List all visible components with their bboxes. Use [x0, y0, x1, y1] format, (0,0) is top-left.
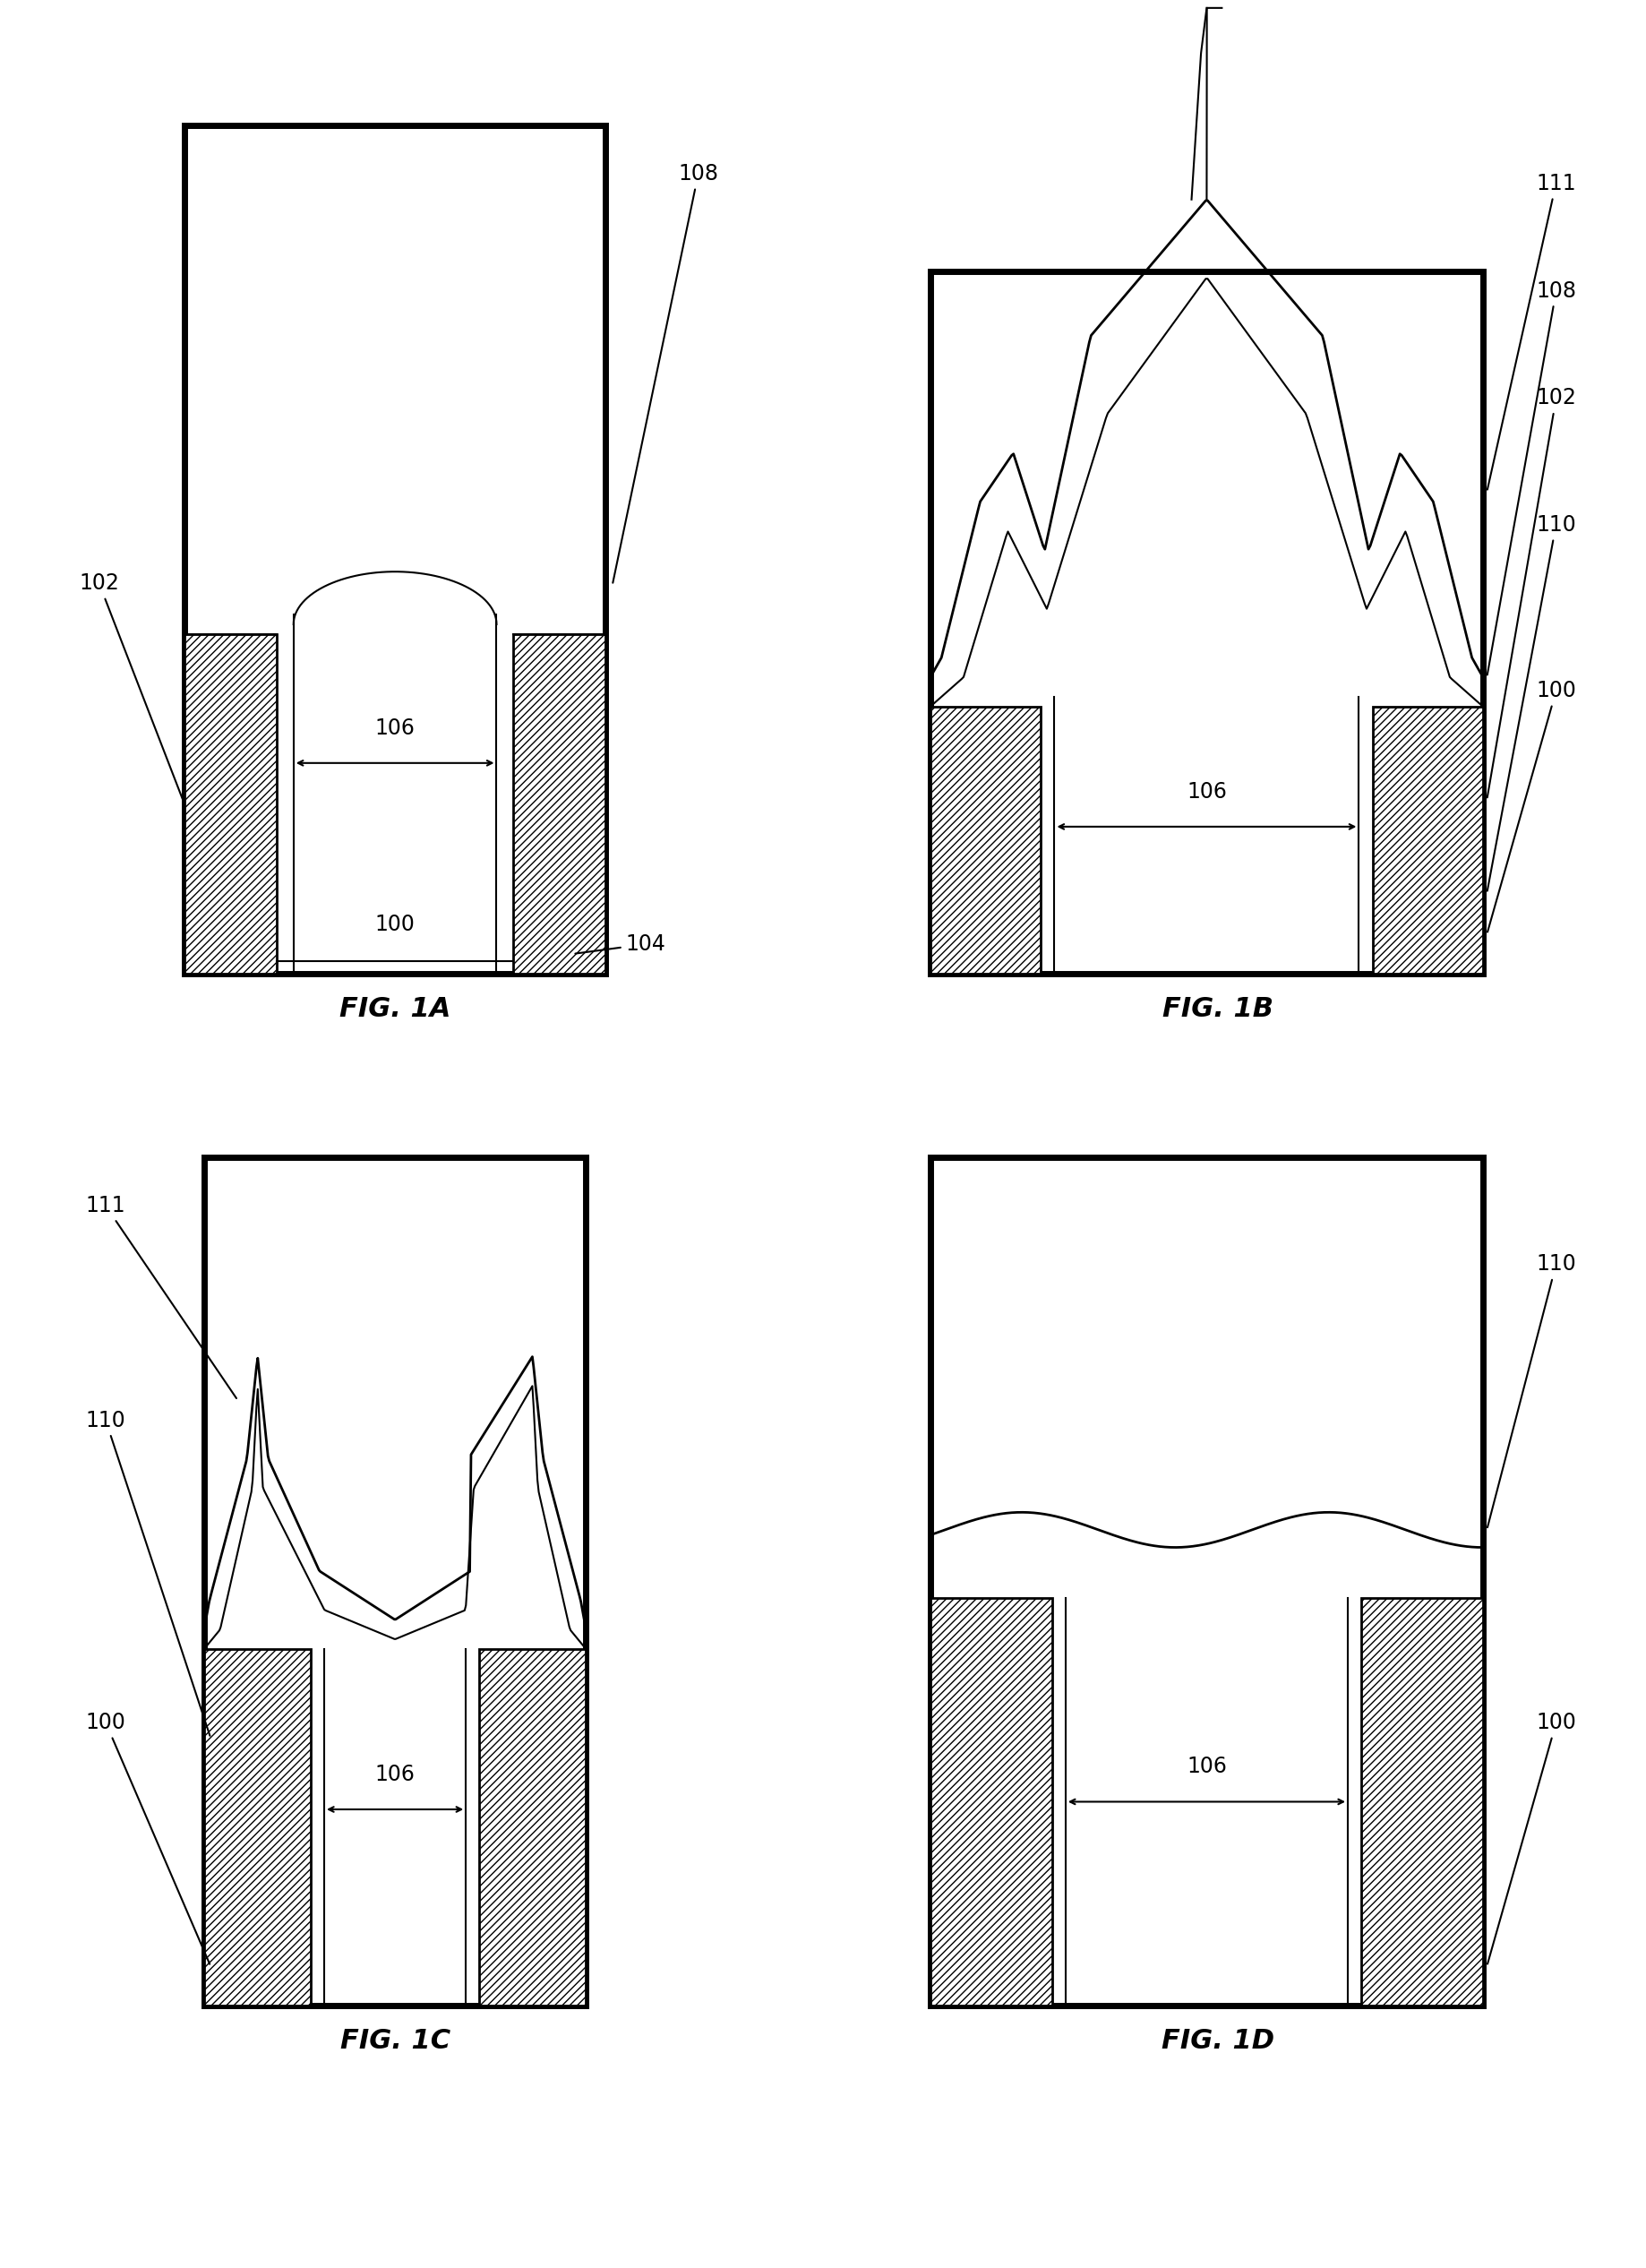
Text: FIG. 1B: FIG. 1B — [1162, 996, 1274, 1023]
Bar — [930, 1157, 1483, 2005]
Text: 108: 108 — [612, 163, 718, 583]
Text: 108: 108 — [1488, 279, 1577, 676]
Bar — [204, 1649, 311, 2005]
Text: 110: 110 — [86, 1408, 211, 1735]
Text: 102: 102 — [1488, 388, 1577, 798]
Text: 111: 111 — [86, 1195, 237, 1399]
Text: FIG. 1C: FIG. 1C — [341, 2028, 449, 2055]
Bar — [930, 708, 1040, 973]
Text: 104: 104 — [574, 934, 665, 955]
Bar — [479, 1649, 586, 2005]
Bar — [184, 635, 277, 973]
Text: FIG. 1D: FIG. 1D — [1162, 2028, 1274, 2055]
Text: 106: 106 — [1187, 1755, 1226, 1778]
Text: 100: 100 — [86, 1712, 209, 1964]
Text: 100: 100 — [1488, 680, 1577, 932]
Text: 106: 106 — [375, 1765, 415, 1785]
Bar — [930, 272, 1483, 973]
Bar — [1373, 708, 1483, 973]
Bar — [1361, 1599, 1483, 2005]
Text: 111: 111 — [1488, 172, 1575, 490]
Bar — [204, 1157, 586, 2005]
Bar — [514, 635, 606, 973]
Text: 110: 110 — [1488, 515, 1577, 891]
Text: 106: 106 — [1187, 780, 1226, 803]
Text: 100: 100 — [1488, 1712, 1577, 1964]
Text: 102: 102 — [79, 572, 183, 801]
Text: 110: 110 — [1488, 1254, 1577, 1526]
Text: 100: 100 — [375, 914, 415, 934]
Text: FIG. 1A: FIG. 1A — [339, 996, 451, 1023]
Bar — [184, 125, 606, 973]
Bar — [930, 1599, 1052, 2005]
Text: 106: 106 — [375, 717, 415, 739]
